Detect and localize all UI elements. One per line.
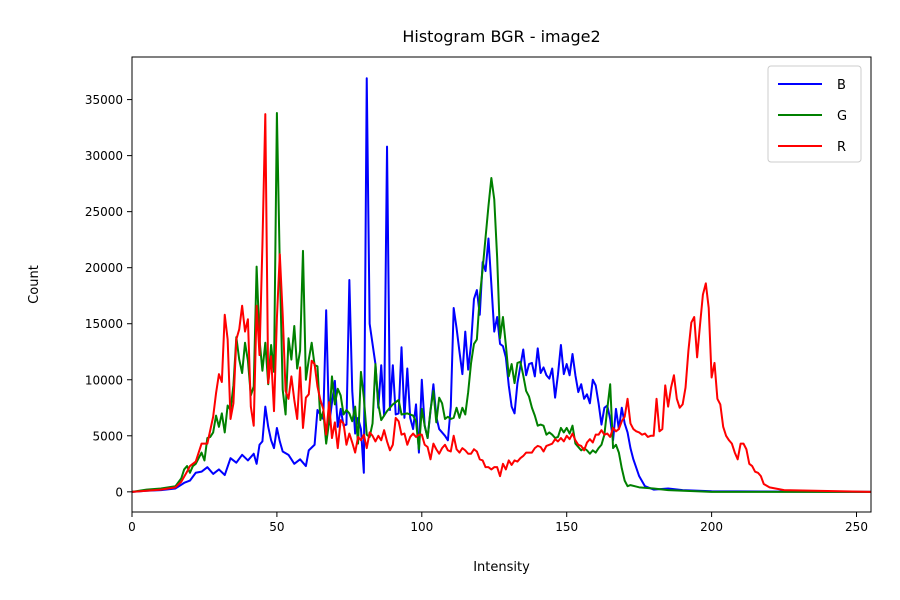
series-line-g [132, 112, 871, 493]
x-tick-label: 200 [700, 520, 723, 534]
legend-label-b: B [837, 78, 846, 93]
x-axis-label: Intensity [473, 560, 530, 575]
series-line-b [132, 77, 871, 493]
x-tick-label: 150 [555, 520, 578, 534]
y-tick-label: 25000 [85, 205, 123, 219]
y-tick-label: 15000 [85, 317, 123, 331]
legend-label-r: R [837, 140, 846, 155]
x-tick-label: 100 [410, 520, 433, 534]
x-tick-label: 250 [845, 520, 868, 534]
x-tick-label: 50 [269, 520, 284, 534]
y-tick-label: 5000 [92, 429, 123, 443]
series-line-r [132, 113, 871, 493]
plot-frame [131, 56, 872, 513]
y-axis-label: Count [27, 265, 42, 304]
legend-label-g: G [837, 109, 847, 124]
y-tick-label: 20000 [85, 261, 123, 275]
plot-area [132, 77, 871, 493]
x-tick-label: 0 [128, 520, 136, 534]
x-axis-ticks: 0 50 100 150 200 250 [128, 512, 868, 534]
y-tick-label: 35000 [85, 93, 123, 107]
chart-title: Histogram BGR - image2 [402, 27, 600, 46]
y-tick-label: 30000 [85, 149, 123, 163]
y-tick-label: 0 [115, 485, 123, 499]
y-axis-ticks: 0 5000 10000 15000 20000 25000 30000 35000 [85, 93, 132, 499]
legend: B G R [767, 65, 862, 163]
y-tick-label: 10000 [85, 373, 123, 387]
